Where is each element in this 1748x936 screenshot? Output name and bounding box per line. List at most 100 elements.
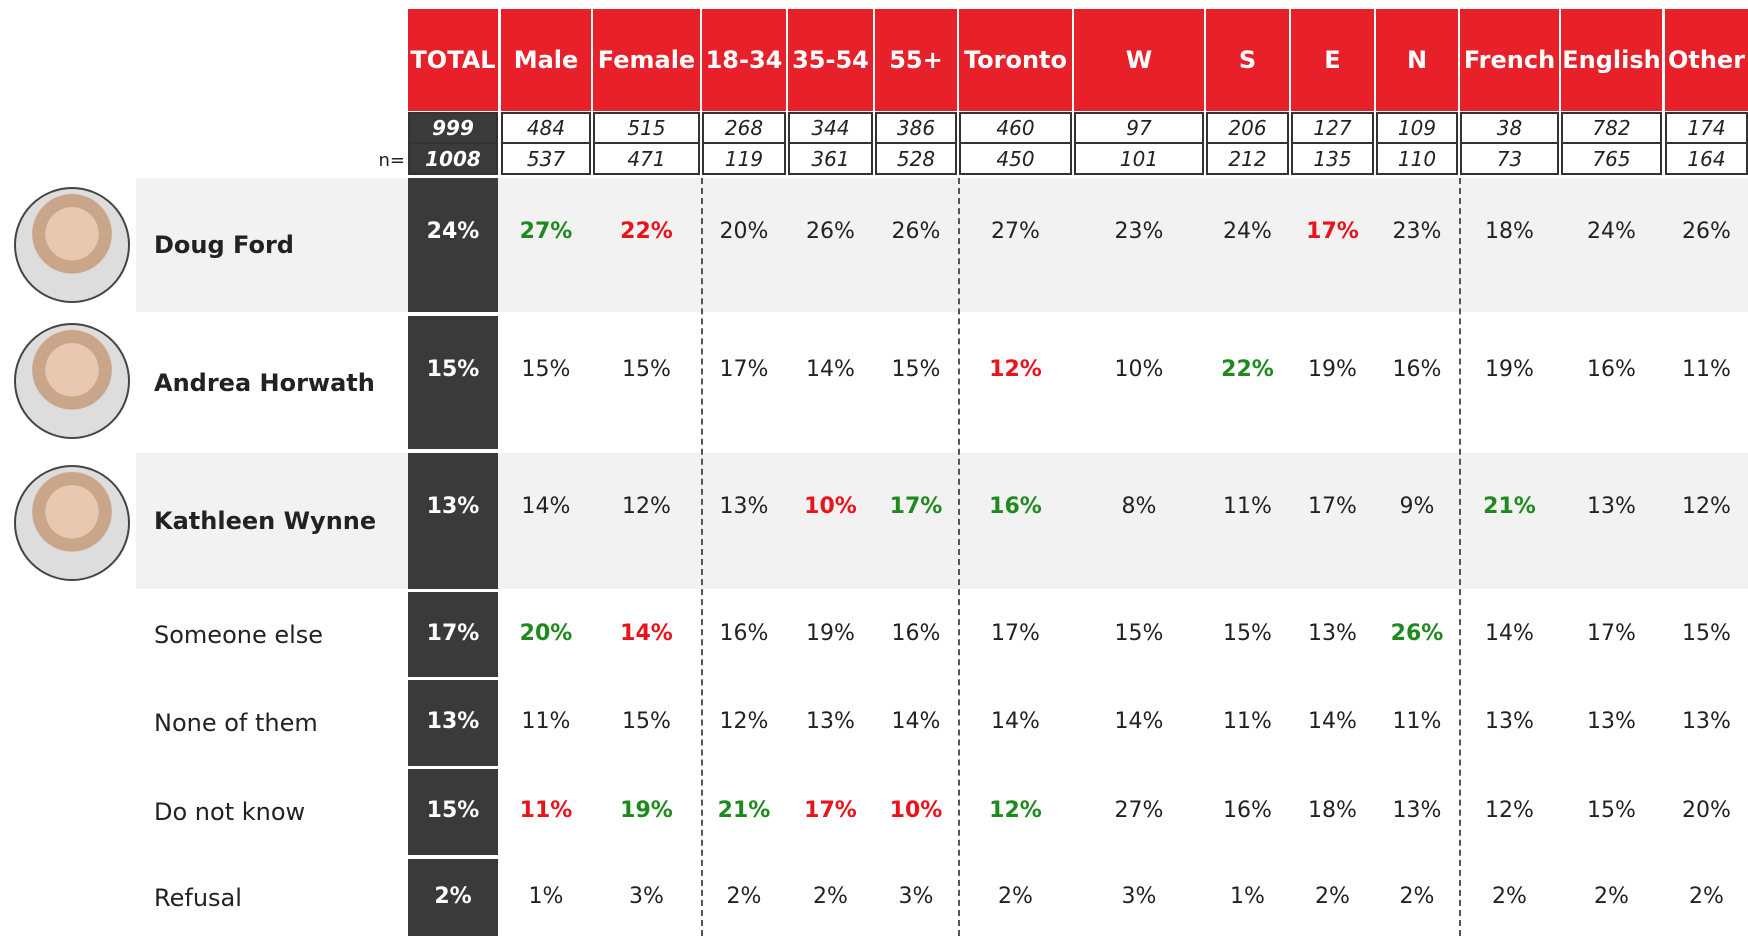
value-cell: 9% (1376, 453, 1458, 589)
unweighted-n: 528 (875, 142, 957, 175)
value-cell: 11% (501, 769, 591, 855)
value-cell: 1% (501, 859, 591, 936)
value-cell: 10% (1074, 316, 1204, 449)
value-cell: 26% (788, 178, 873, 312)
value-cell: 17% (875, 453, 957, 589)
value-cell: 11% (1206, 453, 1289, 589)
value-cell: 3% (875, 859, 957, 936)
value-cell: 2% (702, 859, 786, 936)
value-cell: 2% (1561, 859, 1662, 936)
value-cell: 17% (959, 592, 1072, 677)
value-cell: 13% (1376, 769, 1458, 855)
value-cell: 15% (593, 680, 700, 766)
value-cell: 15% (501, 316, 591, 449)
row-label: Doug Ford (154, 178, 404, 312)
unweighted-n: 361 (788, 142, 873, 175)
value-cell: 10% (788, 453, 873, 589)
unweighted-n: 537 (501, 142, 591, 175)
value-cell: 2% (788, 859, 873, 936)
value-cell: 12% (1460, 769, 1559, 855)
value-cell: 14% (875, 680, 957, 766)
unweighted-n: 135 (1291, 142, 1374, 175)
value-cell: 21% (702, 769, 786, 855)
value-cell: 23% (1074, 178, 1204, 312)
value-cell: 16% (1206, 769, 1289, 855)
value-cell: 18% (1291, 769, 1374, 855)
column-header: 55+ (875, 9, 957, 111)
column-header: Male (501, 9, 591, 111)
candidate-photo (14, 465, 130, 581)
value-cell: 19% (1460, 316, 1559, 449)
unweighted-n: 212 (1206, 142, 1289, 175)
value-cell: 15% (1074, 592, 1204, 677)
value-cell: 2% (1460, 859, 1559, 936)
value-cell: 14% (593, 592, 700, 677)
unweighted-n: 765 (1561, 142, 1662, 175)
value-cell: 14% (1074, 680, 1204, 766)
value-cell: 16% (875, 592, 957, 677)
weighted-n: 782 (1561, 112, 1662, 144)
value-cell: 11% (1665, 316, 1748, 449)
weighted-n: 515 (593, 112, 700, 144)
column-header: 35-54 (788, 9, 873, 111)
value-cell: 23% (1376, 178, 1458, 312)
unweighted-n: 101 (1074, 142, 1204, 175)
row-label: Someone else (154, 592, 404, 677)
total-cell: 15% (408, 769, 498, 855)
candidate-photo (14, 323, 130, 439)
value-cell: 2% (1291, 859, 1374, 936)
value-cell: 20% (702, 178, 786, 312)
value-cell: 17% (1291, 178, 1374, 312)
total-cell: 13% (408, 680, 498, 766)
value-cell: 13% (1561, 680, 1662, 766)
value-cell: 26% (1376, 592, 1458, 677)
unweighted-n: 119 (702, 142, 786, 175)
weighted-n: 999 (408, 112, 498, 144)
value-cell: 24% (1206, 178, 1289, 312)
column-header: English (1561, 9, 1662, 111)
value-cell: 19% (788, 592, 873, 677)
weighted-n: 386 (875, 112, 957, 144)
total-cell: 15% (408, 316, 498, 449)
value-cell: 13% (1291, 592, 1374, 677)
column-header: Toronto (959, 9, 1072, 111)
value-cell: 15% (593, 316, 700, 449)
row-label: Do not know (154, 769, 404, 855)
row-label: None of them (154, 680, 404, 766)
value-cell: 2% (1665, 859, 1748, 936)
value-cell: 13% (702, 453, 786, 589)
value-cell: 18% (1460, 178, 1559, 312)
value-cell: 2% (1376, 859, 1458, 936)
value-cell: 14% (501, 453, 591, 589)
weighted-n: 206 (1206, 112, 1289, 144)
n-label: n= (360, 145, 405, 175)
total-cell: 2% (408, 859, 498, 936)
value-cell: 14% (959, 680, 1072, 766)
row-label: Kathleen Wynne (154, 453, 404, 589)
value-cell: 17% (1291, 453, 1374, 589)
value-cell: 27% (1074, 769, 1204, 855)
value-cell: 13% (788, 680, 873, 766)
column-header: Other (1665, 9, 1748, 111)
column-header: N (1376, 9, 1458, 111)
weighted-n: 38 (1460, 112, 1559, 144)
value-cell: 17% (788, 769, 873, 855)
value-cell: 13% (1561, 453, 1662, 589)
weighted-n: 127 (1291, 112, 1374, 144)
unweighted-n: 471 (593, 142, 700, 175)
value-cell: 11% (501, 680, 591, 766)
value-cell: 26% (875, 178, 957, 312)
value-cell: 16% (702, 592, 786, 677)
group-divider (958, 178, 960, 936)
value-cell: 11% (1206, 680, 1289, 766)
total-cell: 17% (408, 592, 498, 677)
value-cell: 16% (1561, 316, 1662, 449)
group-divider (701, 178, 703, 936)
column-header: TOTAL (408, 9, 498, 111)
value-cell: 13% (1460, 680, 1559, 766)
unweighted-n: 73 (1460, 142, 1559, 175)
value-cell: 20% (501, 592, 591, 677)
group-divider (1459, 178, 1461, 936)
value-cell: 22% (593, 178, 700, 312)
value-cell: 24% (1561, 178, 1662, 312)
